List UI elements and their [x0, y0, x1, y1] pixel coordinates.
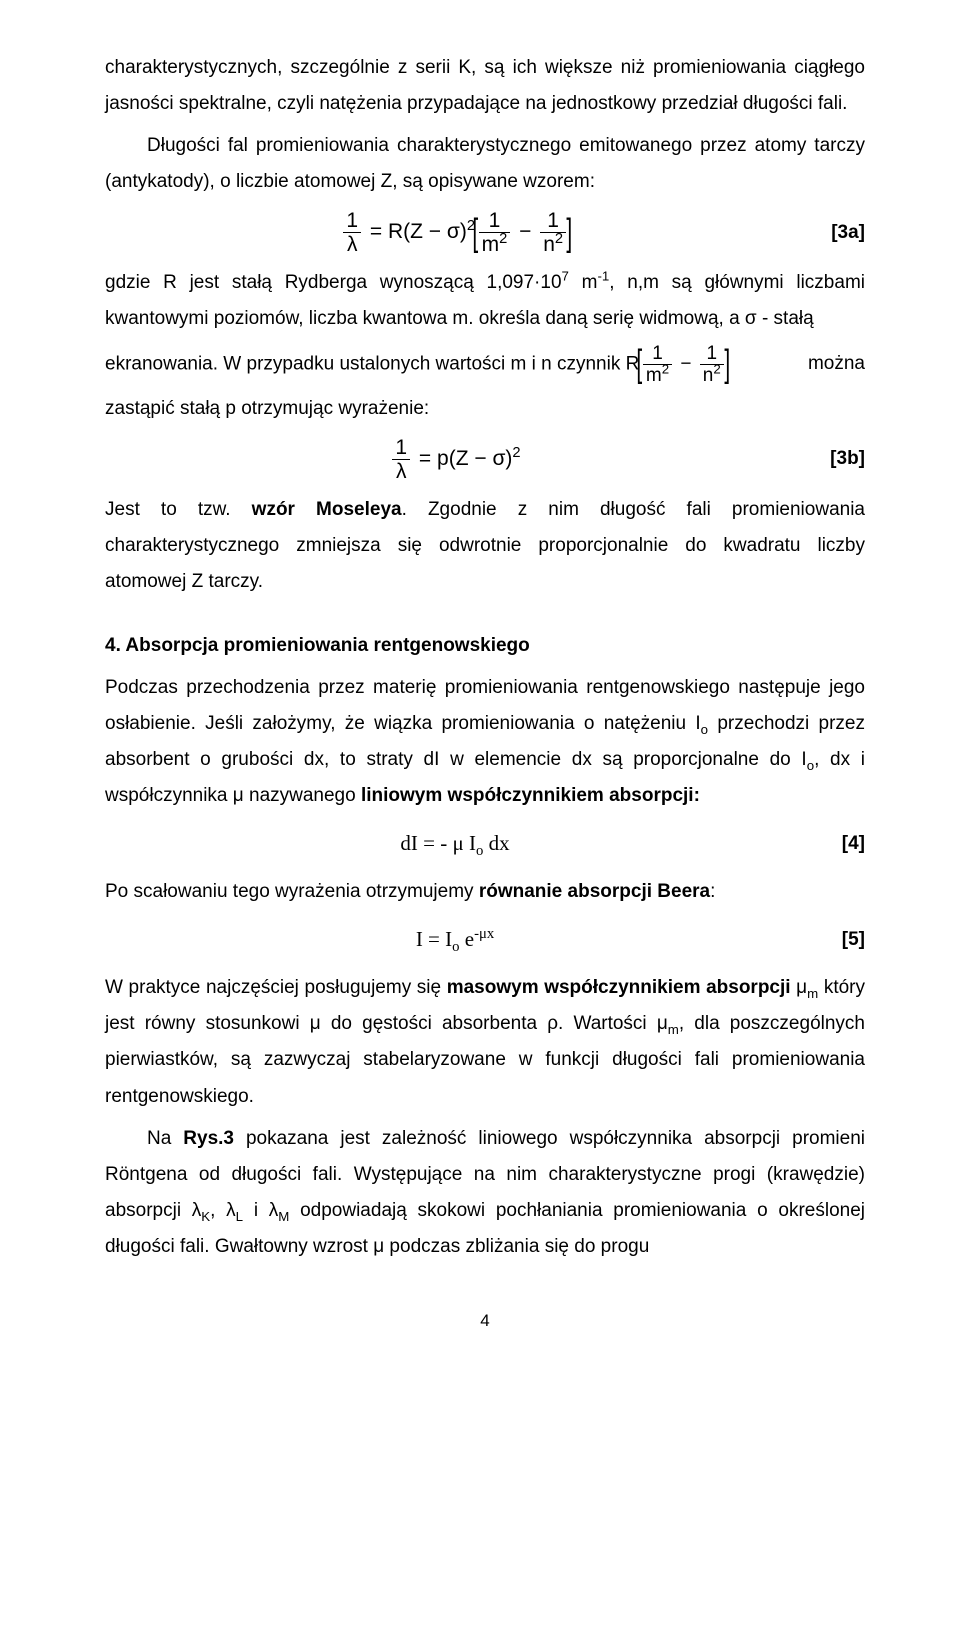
equation-3a: 1λ = R(Z − σ)2[1m2 − 1n2]	[105, 210, 805, 255]
equation-5-row: I = Io e-μx [5]	[105, 920, 865, 960]
paragraph-2: Długości fal promieniowania charakteryst…	[105, 128, 865, 200]
p3-sup: 7	[562, 269, 569, 284]
p8-b-sub: m	[807, 986, 818, 1001]
p3-b-sup: -1	[597, 269, 609, 284]
p8-a: W praktyce najczęściej posługujemy się	[105, 977, 447, 998]
inline-t2d: n2	[700, 364, 724, 385]
p5-a: Jest to tzw.	[105, 499, 252, 520]
p6-bold: liniowym współczynnikiem absorpcji:	[361, 785, 700, 806]
paragraph-6: Podczas przechodzenia przez materię prom…	[105, 670, 865, 814]
eq3b-lhs-den: λ	[392, 459, 410, 482]
paragraph-3-cont: ekranowania. W przypadku ustalonych wart…	[105, 344, 865, 385]
paragraph-3: gdzie R jest stałą Rydberga wynoszącą 1,…	[105, 265, 865, 337]
eq5-sup: -μx	[474, 926, 494, 942]
paragraph-7: Po scałowaniu tego wyrażenia otrzymujemy…	[105, 874, 865, 910]
eq3a-lhs-num: 1	[343, 210, 361, 232]
p8-b: μ	[791, 977, 808, 998]
paragraph-8: W praktyce najczęściej posługujemy się m…	[105, 970, 865, 1114]
p9-b-sub: K	[201, 1209, 210, 1224]
paragraph-9: Na Rys.3 pokazana jest zależność liniowe…	[105, 1121, 865, 1265]
eq3a-t1n: 1	[479, 210, 511, 232]
p8-bold: masowym współczynnikiem absorpcji	[447, 977, 791, 998]
eq4-a: dI = - μ I	[400, 831, 476, 855]
eq3a-t2d-base: n	[543, 233, 555, 256]
p7-bold: równanie absorpcji Beera	[479, 881, 710, 902]
equation-3a-row: 1λ = R(Z − σ)2[1m2 − 1n2] [3a]	[105, 210, 865, 255]
equation-3b: 1λ = p(Z − σ)2	[105, 437, 805, 482]
eq5-b: e	[460, 927, 475, 951]
paragraph-1: charakterystycznych, szczególnie z serii…	[105, 50, 865, 122]
eq5-a: I = I	[416, 927, 452, 951]
equation-3a-label: [3a]	[805, 215, 865, 251]
eq3a-t1d-base: m	[482, 233, 500, 256]
p7-a: Po scałowaniu tego wyrażenia otrzymujemy	[105, 881, 479, 902]
p3-d: ekranowania. W przypadku ustalonych wart…	[105, 353, 626, 374]
p6-b-sub: o	[807, 758, 814, 773]
p3-b: m	[569, 272, 598, 293]
p3-a: gdzie R jest stałą Rydberga wynoszącą 1,…	[105, 272, 562, 293]
inline-t1d: m2	[643, 364, 672, 385]
equation-5-label: [5]	[805, 922, 865, 958]
eq5-sub: o	[452, 940, 459, 956]
eq3a-lhs-den: λ	[343, 232, 361, 255]
paragraph-4: zastąpić stałą p otrzymując wyrażenie:	[105, 391, 865, 427]
p9-d: i λ	[243, 1200, 278, 1221]
p9-c-sub: L	[236, 1209, 243, 1224]
p8-c-sub: m	[668, 1022, 679, 1037]
p9-a: Na	[147, 1128, 183, 1149]
eq4-b: dx	[483, 831, 509, 855]
p3-e: można	[808, 346, 865, 382]
eq3a-prefix: = R(Z − σ)	[364, 220, 467, 243]
equation-4-row: dI = - μ Io dx [4]	[105, 824, 865, 864]
page-number: 4	[105, 1305, 865, 1337]
equation-4-label: [4]	[805, 826, 865, 862]
equation-5: I = Io e-μx	[105, 920, 805, 960]
p9-c: , λ	[210, 1200, 236, 1221]
p6-a-sub: o	[701, 722, 708, 737]
equation-3b-label: [3b]	[805, 441, 865, 477]
eq3a-t2d: n2	[540, 232, 566, 255]
equation-3b-row: 1λ = p(Z − σ)2 [3b]	[105, 437, 865, 482]
p7-end: :	[710, 881, 715, 902]
eq3a-t2n: 1	[540, 210, 566, 232]
paragraph-5: Jest to tzw. wzór Moseleya. Zgodnie z ni…	[105, 492, 865, 600]
p5-bold: wzór Moseleya	[252, 499, 402, 520]
eq3b-rhs: = p(Z − σ)	[413, 447, 512, 470]
p9-d-sub: M	[278, 1209, 289, 1224]
eq3b-lhs-num: 1	[392, 437, 410, 459]
p9-bold: Rys.3	[183, 1128, 234, 1149]
page: charakterystycznych, szczególnie z serii…	[0, 0, 960, 1377]
heading-4: 4. Absorpcja promieniowania rentgenowski…	[105, 628, 865, 664]
equation-4: dI = - μ Io dx	[105, 824, 805, 864]
eq3a-t1d: m2	[479, 232, 511, 255]
